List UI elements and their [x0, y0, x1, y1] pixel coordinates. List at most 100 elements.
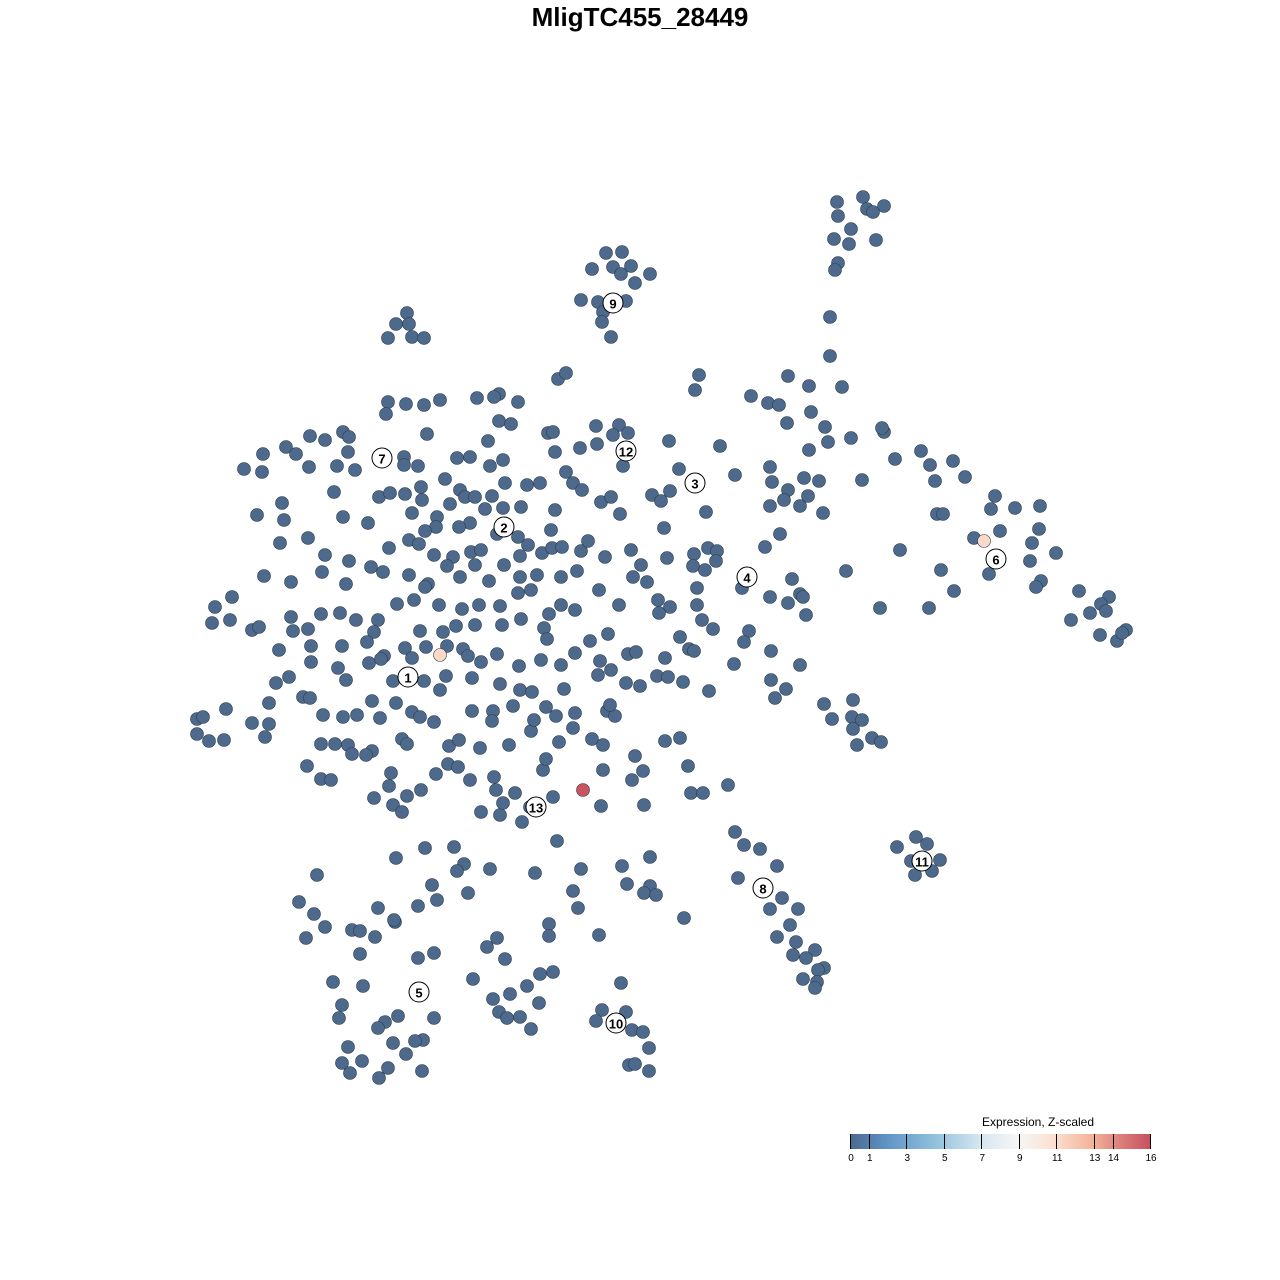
colorbar-tick-label: 14 [1107, 1153, 1120, 1164]
point [831, 209, 845, 223]
point [539, 700, 553, 714]
point [585, 732, 599, 746]
point [418, 841, 432, 855]
point [812, 474, 826, 488]
point [450, 451, 464, 465]
point [525, 685, 539, 699]
colorbar-tick-label: 3 [904, 1153, 911, 1164]
point [512, 659, 526, 673]
point [470, 391, 484, 405]
colorbar-tick [1112, 1134, 1114, 1149]
point [443, 497, 457, 511]
point [604, 330, 618, 344]
point [190, 727, 204, 741]
point [493, 808, 507, 822]
point [640, 575, 654, 589]
point [661, 670, 675, 684]
point [934, 563, 948, 577]
point [387, 913, 401, 927]
point [601, 627, 615, 641]
point [802, 443, 816, 457]
point [947, 584, 961, 598]
point [407, 593, 421, 607]
point [483, 862, 497, 876]
point [554, 658, 568, 672]
point [481, 434, 495, 448]
point [318, 920, 332, 934]
point [256, 447, 270, 461]
point [314, 607, 328, 621]
point [920, 837, 934, 851]
point [534, 653, 548, 667]
point [765, 475, 779, 489]
point [402, 317, 416, 331]
point [673, 731, 687, 745]
point [196, 710, 210, 724]
point [777, 493, 791, 507]
point [301, 622, 315, 636]
point [461, 886, 475, 900]
point [262, 696, 276, 710]
point [676, 675, 690, 689]
point [559, 366, 573, 380]
point [1064, 613, 1078, 627]
point [430, 893, 444, 907]
point [237, 462, 251, 476]
point [490, 647, 504, 661]
point [844, 431, 858, 445]
point [485, 714, 499, 728]
point [225, 590, 239, 604]
point [780, 416, 794, 430]
point [821, 435, 835, 449]
point [402, 568, 416, 582]
point [326, 975, 340, 989]
cluster-label: 11 [911, 850, 933, 872]
point [257, 569, 271, 583]
point [643, 267, 657, 281]
legend-title: Expression, Z-scaled [981, 1115, 1095, 1129]
point [550, 834, 564, 848]
point [202, 734, 216, 748]
cluster-label-text: 3 [691, 477, 698, 492]
point [496, 501, 510, 515]
point [272, 643, 286, 657]
point [566, 721, 580, 735]
point [637, 886, 651, 900]
point [566, 476, 580, 490]
point [828, 263, 842, 277]
point [922, 601, 936, 615]
point [383, 486, 397, 500]
point [415, 493, 429, 507]
point [598, 550, 612, 564]
point [1025, 536, 1039, 550]
point [381, 1061, 395, 1075]
point [624, 543, 638, 557]
point [546, 790, 560, 804]
point [335, 998, 349, 1012]
point [400, 789, 414, 803]
point [825, 712, 839, 726]
point [546, 965, 560, 979]
point [779, 682, 793, 696]
point [465, 704, 479, 718]
point [574, 862, 588, 876]
cluster-label-marker [602, 292, 624, 314]
point [205, 616, 219, 630]
point [504, 417, 518, 431]
point [1032, 522, 1046, 536]
colorbar-tick-label: 11 [1052, 1153, 1063, 1164]
point [539, 752, 553, 766]
point [672, 462, 686, 476]
point [483, 459, 497, 473]
point [621, 426, 635, 440]
point [339, 673, 353, 687]
point [808, 943, 822, 957]
point [389, 851, 403, 865]
colorbar-tick [981, 1134, 983, 1149]
point [399, 397, 413, 411]
colorbar-tick [1056, 1134, 1058, 1149]
colorbar-tick [1093, 1134, 1095, 1149]
point [728, 468, 742, 482]
cluster-label-text: 12 [619, 445, 633, 460]
point [389, 696, 403, 710]
